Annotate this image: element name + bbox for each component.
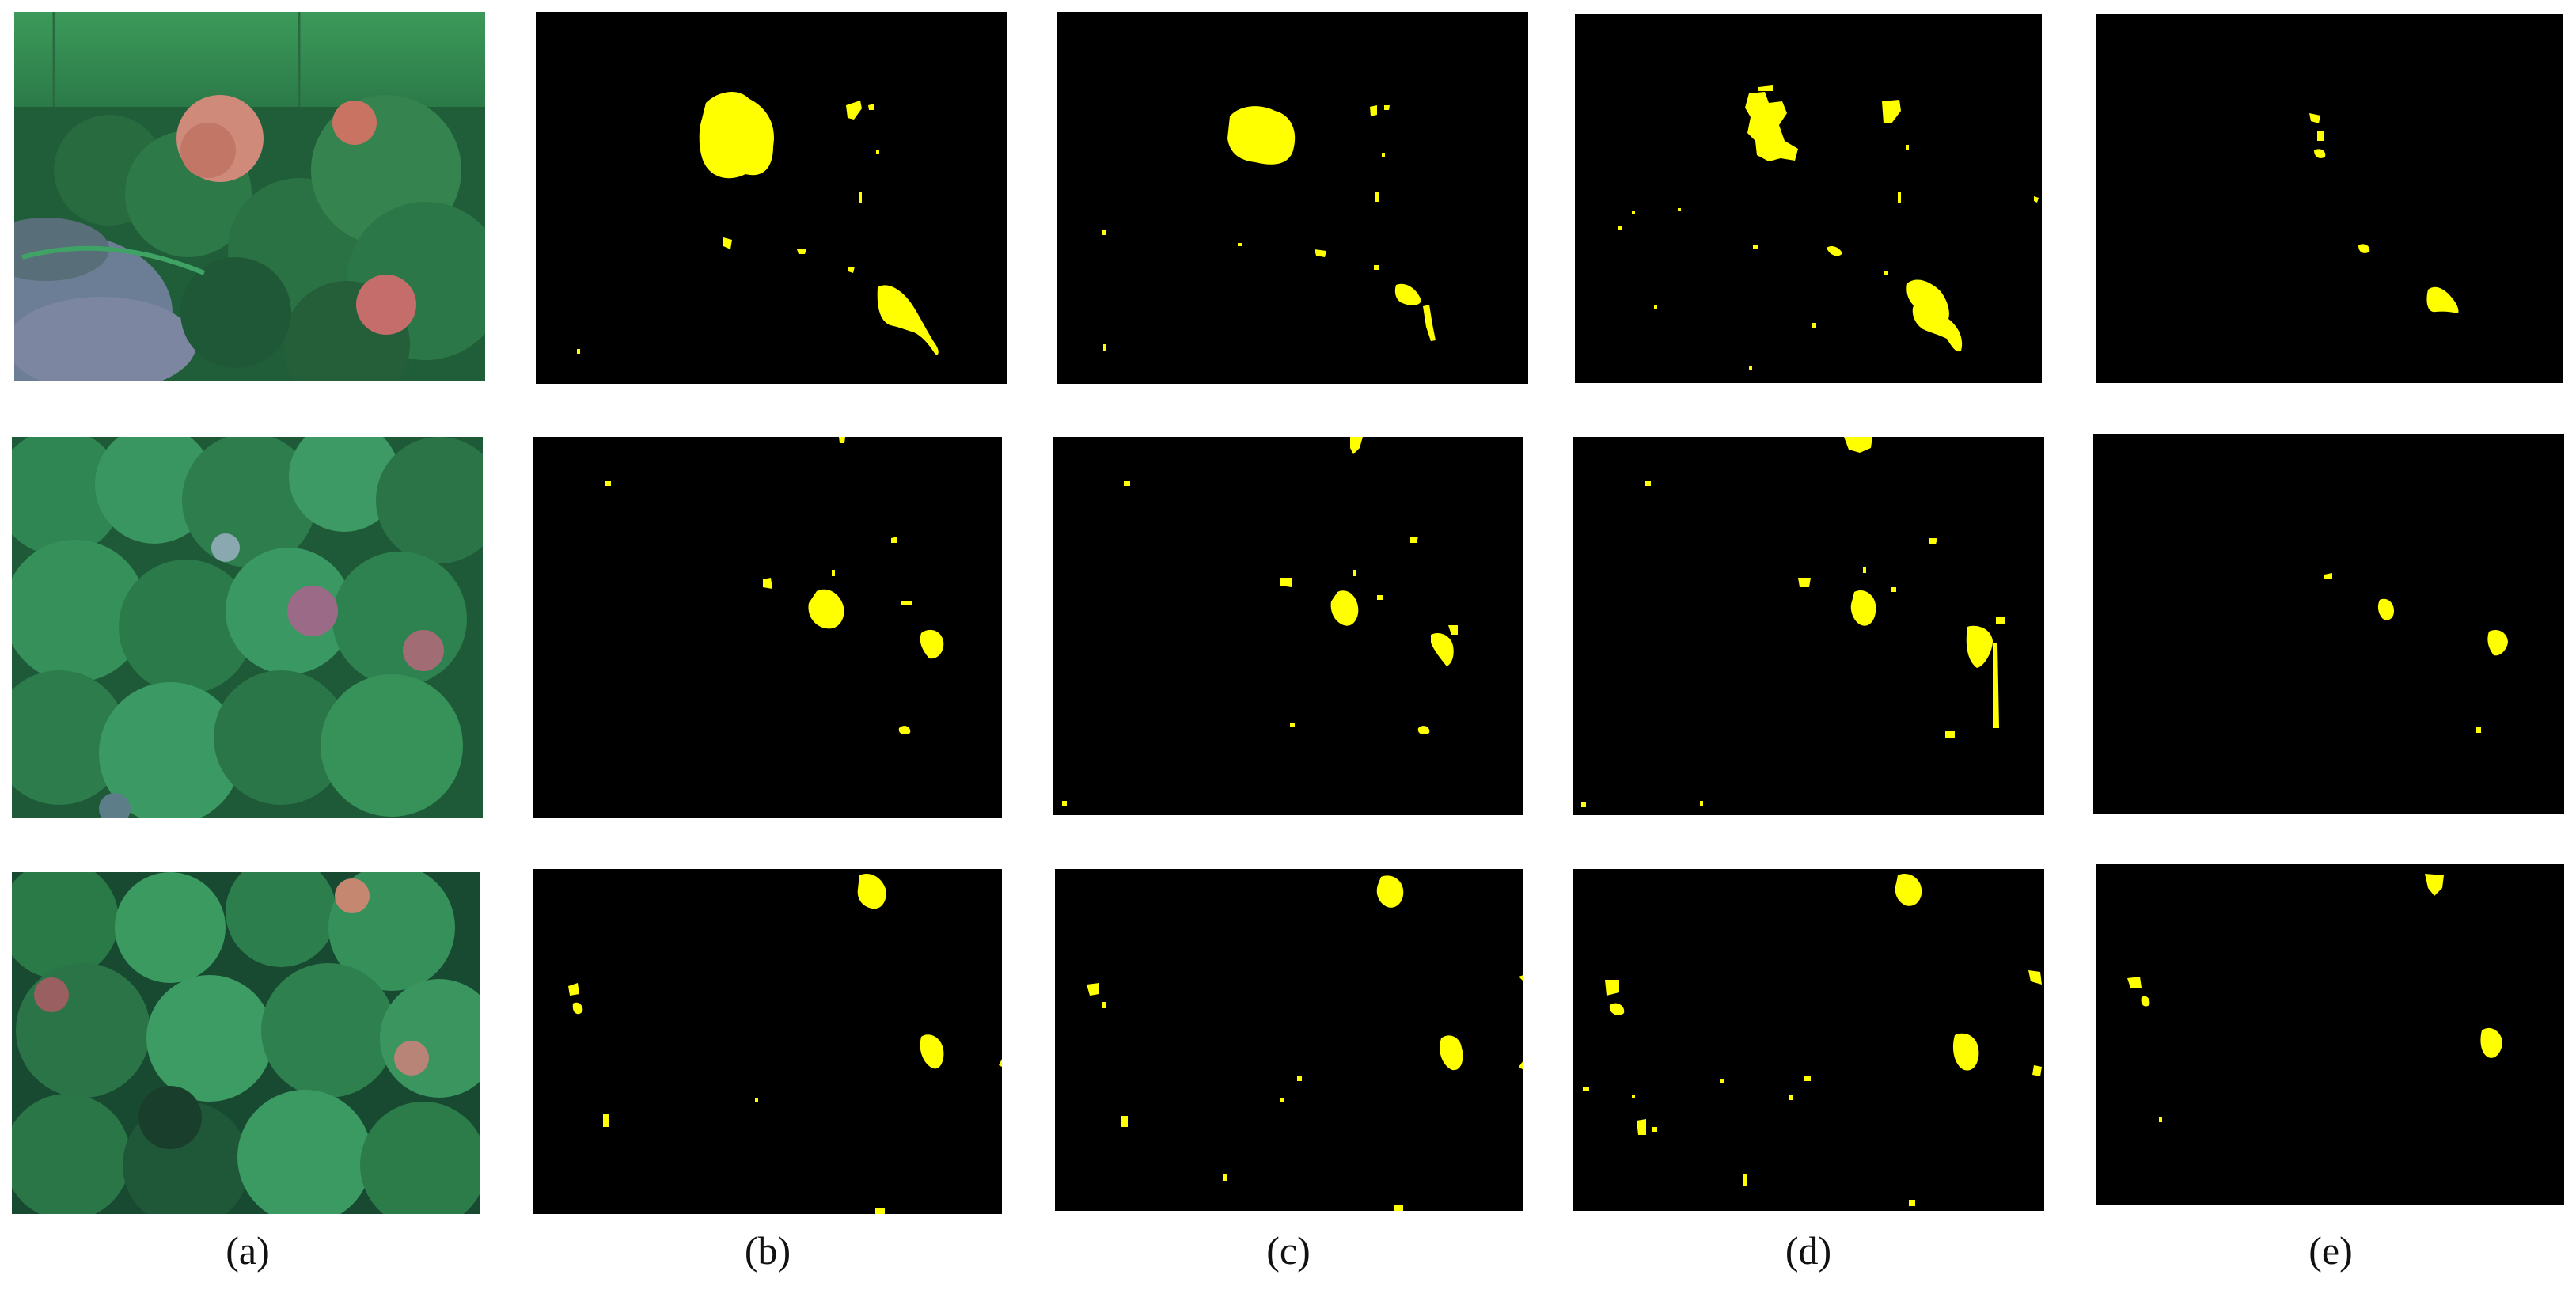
- segmentation-mask: [2096, 864, 2564, 1205]
- segmentation-mask: [1573, 869, 2044, 1211]
- caption-a: (a): [226, 1228, 270, 1273]
- segmentation-mask: [1057, 12, 1528, 384]
- mask-r2-d: [1573, 437, 2044, 815]
- mask-r1-d: [1575, 14, 2042, 383]
- photo-r3: [12, 872, 480, 1214]
- segmentation-mask: [1575, 14, 2042, 383]
- mask-r3-c: [1055, 869, 1523, 1211]
- mask-r2-e: [2093, 434, 2564, 814]
- segmentation-mask: [1055, 869, 1523, 1211]
- aerial-photo-canopy-2: [12, 437, 483, 818]
- segmentation-mask: [2093, 434, 2564, 814]
- segmentation-mask: [533, 437, 1002, 818]
- mask-r1-b: [536, 12, 1007, 384]
- photo-r1: [14, 12, 485, 381]
- mask-r2-b: [533, 437, 1002, 818]
- segmentation-mask: [536, 12, 1007, 384]
- mask-r3-e: [2096, 864, 2564, 1205]
- caption-b: (b): [744, 1228, 791, 1273]
- mask-r3-d: [1573, 869, 2044, 1211]
- photo-r2: [12, 437, 483, 818]
- segmentation-mask: [1053, 437, 1523, 815]
- segmentation-mask: [2096, 14, 2563, 383]
- segmentation-mask: [1573, 437, 2044, 815]
- aerial-photo-canopy-3: [12, 872, 480, 1214]
- segmentation-mask: [533, 869, 1002, 1214]
- caption-d: (d): [1785, 1228, 1832, 1273]
- caption-c: (c): [1266, 1228, 1311, 1273]
- aerial-photo-canopy-1: [14, 12, 485, 381]
- mask-r3-b: [533, 869, 1002, 1214]
- mask-r1-e: [2096, 14, 2563, 383]
- mask-r2-c: [1053, 437, 1523, 815]
- caption-e: (e): [2309, 1228, 2353, 1273]
- mask-r1-c: [1057, 12, 1528, 384]
